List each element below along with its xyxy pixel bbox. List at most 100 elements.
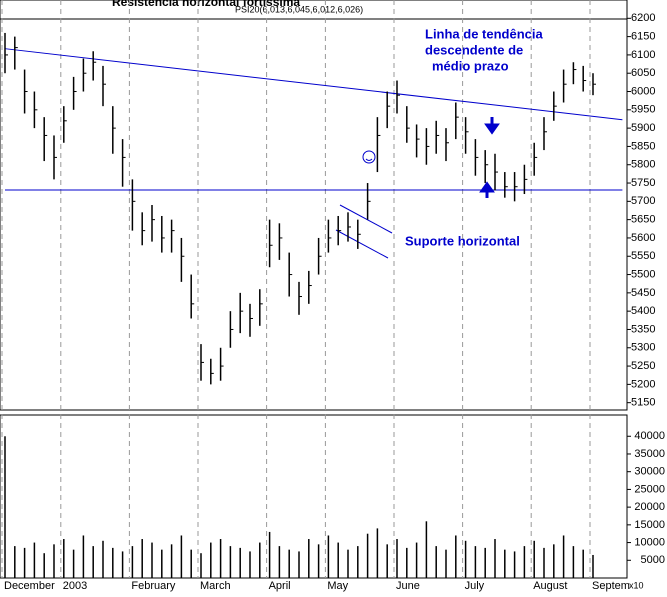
y-tick-label: 6150 (631, 31, 655, 43)
volume-bar (464, 540, 467, 578)
volume-bar (249, 551, 251, 578)
y-tick-label: 5150 (631, 397, 655, 409)
x-tick-label: 2003 (63, 580, 87, 592)
volume-bar (386, 544, 388, 578)
volume-bar (484, 547, 486, 578)
y-tick-label: 5250 (631, 360, 655, 372)
volume-bar (53, 544, 55, 578)
y-tick-label: 5000 (641, 554, 665, 566)
x-tick-label: February (131, 580, 176, 592)
annotation: médio prazo (432, 58, 509, 73)
y-tick-label: 5300 (631, 342, 655, 354)
volume-bar (170, 544, 173, 578)
price-panel (0, 0, 628, 411)
volume-bar (219, 539, 222, 578)
volume-bar (592, 554, 594, 578)
chart-subtitle: PSI20(6,013,6,045,6,012,6,026) (235, 4, 363, 14)
volume-bar (533, 540, 535, 578)
volume-bar (396, 539, 398, 578)
volume-bar (366, 533, 369, 578)
volume-bar (474, 546, 477, 578)
y-tick-label: 15000 (634, 519, 665, 531)
volume-bar (210, 542, 212, 578)
volume-bar (494, 539, 496, 578)
volume-bar (229, 546, 232, 578)
volume-bar (102, 540, 104, 578)
volume-bar (72, 549, 75, 578)
volume-bar (455, 535, 457, 578)
volume-bar (200, 553, 202, 578)
volume-bar (63, 539, 65, 578)
volume-bar (513, 551, 516, 578)
annotation: Linha de tendência (425, 26, 544, 41)
volume-bar (298, 551, 300, 578)
y-tick-label: 10000 (634, 536, 665, 548)
volume-bar (121, 551, 124, 578)
x-tick-label: December (4, 580, 55, 592)
volume-bar (445, 549, 447, 578)
volume-bar (406, 547, 408, 578)
x-tick-label: June (396, 580, 420, 592)
y-tick-label: 5550 (631, 250, 655, 262)
volume-bar (308, 539, 310, 578)
smiley (362, 150, 376, 164)
y-tick-label: 6000 (631, 85, 655, 97)
volume-bar (278, 546, 281, 578)
y-tick-label: 5750 (631, 177, 655, 189)
y-tick-label: 5450 (631, 287, 655, 299)
y-tick-label: 40000 (634, 430, 665, 442)
channel (335, 204, 393, 259)
volume-bar (82, 535, 85, 578)
volume-bar (425, 521, 428, 578)
volume-bar (161, 549, 163, 578)
y-tick-label: 30000 (634, 466, 665, 478)
volume-bar (288, 549, 290, 578)
volume-bar (357, 546, 359, 578)
annotation: Suporte horizontal (405, 233, 520, 248)
volume-bar (141, 539, 143, 578)
volume-bar (14, 546, 16, 578)
volume-bar (504, 549, 506, 578)
volume-bar (259, 542, 261, 578)
volume-bar (523, 546, 526, 578)
y-tick-label: 5650 (631, 214, 655, 226)
y-tick-label: 5500 (631, 268, 655, 280)
y-tick-label: 5600 (631, 232, 655, 244)
x-tick-label: July (465, 580, 485, 592)
volume-bar (327, 535, 330, 578)
volume-bar (23, 547, 26, 578)
volume-bar (239, 547, 241, 578)
y-tick-label: 6200 (631, 12, 655, 24)
annotation: descendente de (425, 42, 523, 57)
x-tick-label: March (200, 580, 231, 592)
volume-bar (268, 531, 271, 578)
volume-bar (4, 436, 6, 578)
volume-bar (33, 542, 36, 578)
unit-label: x10 (629, 580, 644, 590)
volume-panel (0, 414, 628, 579)
y-tick-label: 5200 (631, 378, 655, 390)
arrow-up (479, 181, 495, 198)
volume-bar (180, 535, 183, 578)
y-tick-label: 6100 (631, 49, 655, 61)
volume-bar (582, 549, 584, 578)
volume-bar (415, 542, 418, 578)
volume-bar (43, 553, 45, 578)
x-tick-label: May (327, 580, 348, 592)
chart-title: Resistência horizontal fortíssima (112, 0, 300, 9)
y-tick-label: 20000 (634, 501, 665, 513)
y-tick-label: 35000 (634, 448, 665, 460)
y-tick-label: 25000 (634, 483, 665, 495)
volume-bar (572, 546, 575, 578)
volume-bar (92, 546, 94, 578)
y-tick-label: 5850 (631, 140, 655, 152)
trend-line (4, 48, 623, 121)
volume-bar (131, 546, 134, 578)
arrow-down (484, 117, 500, 135)
volume-bar (347, 549, 349, 578)
y-tick-label: 5700 (631, 195, 655, 207)
x-tick-label: Septem (592, 580, 630, 592)
y-tick-label: 5950 (631, 104, 655, 116)
y-tick-label: 5350 (631, 323, 655, 335)
